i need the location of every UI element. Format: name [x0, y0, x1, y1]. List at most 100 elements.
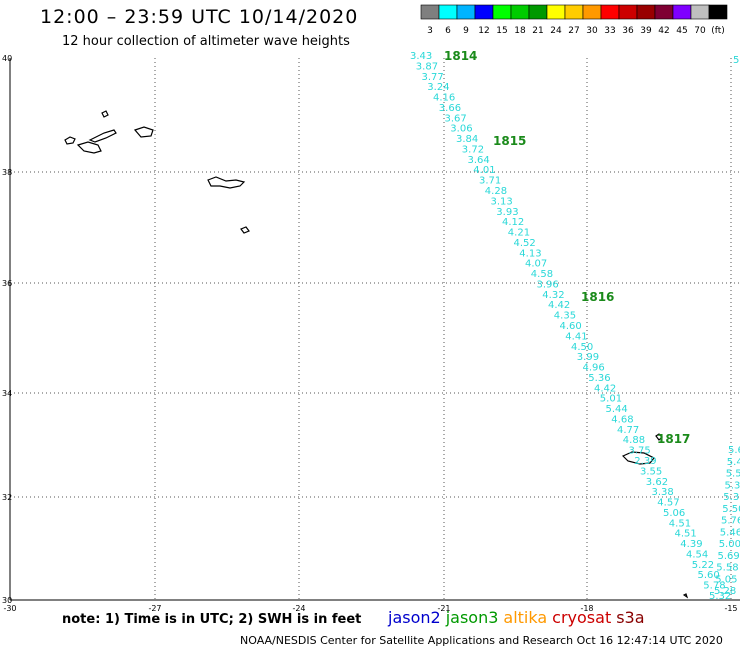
track-wave-height: 5.3: [723, 492, 739, 503]
track-wave-height: 4.50: [571, 342, 593, 353]
track-wave-height: 5.58: [716, 563, 738, 574]
track-wave-height: 3.66: [439, 103, 461, 114]
scale-label: 12: [478, 26, 489, 36]
satellite-legend-cryosat: cryosat: [552, 608, 612, 627]
track-wave-height: 3.71: [479, 176, 501, 187]
track-wave-height: 4.12: [502, 217, 524, 228]
scale-label: 30: [586, 26, 598, 36]
track-wave-height: 4.88: [623, 435, 645, 446]
latitude-label: 32: [2, 493, 12, 502]
track-wave-height: 3.06: [450, 124, 472, 135]
track-wave-height: 4.54: [686, 550, 708, 561]
satellite-legend-jason3: jason3: [445, 608, 499, 627]
longitude-label: -24: [292, 604, 305, 613]
track-wave-height: 3.38: [652, 487, 674, 498]
latitude-label: 36: [2, 279, 12, 288]
island-pico: [76, 141, 102, 154]
track-wave-height: 5.00: [719, 539, 740, 550]
track-wave-height: 4.01: [473, 165, 495, 176]
track-wave-height: 4.07: [525, 259, 547, 270]
track-wave-height: 4.16: [433, 93, 455, 104]
track-wave-height: 3.99: [577, 352, 599, 363]
track-wave-height: 4.41: [565, 331, 587, 342]
track-wave-height: 3.72: [462, 145, 484, 156]
altimeter-track-east: 5.65.45.55.35.35.505.765.465.005.695.585…: [714, 55, 740, 597]
track-wave-height: 5.76: [721, 516, 740, 527]
track-wave-height: 3.62: [646, 477, 668, 488]
scale-label: 33: [604, 26, 615, 36]
track-wave-height: 3.87: [416, 61, 438, 72]
credit-line: NOAA/NESDIS Center for Satellite Applica…: [240, 634, 723, 647]
track-wave-height: 5.36: [588, 373, 610, 384]
track-wave-height: 4.57: [657, 498, 679, 509]
track-wave-height: 4.42: [548, 300, 570, 311]
track-wave-height: 5.28: [714, 586, 736, 597]
track-wave-height: 4.58: [531, 269, 553, 280]
track-wave-height: 3.55: [640, 466, 662, 477]
scale-label: 42: [658, 26, 669, 36]
island-santa-maria: [240, 226, 250, 234]
track-wave-height: 3.67: [445, 113, 467, 124]
island-flores: [64, 136, 76, 145]
track-wave-height: 3.43: [410, 51, 432, 62]
scale-label: 3: [427, 26, 433, 36]
track-wave-height: 3.96: [537, 280, 559, 291]
scale-label: 24: [550, 26, 562, 36]
track-wave-height: 5.5: [726, 469, 740, 480]
island-porto-santo: [655, 433, 663, 441]
map-title: 12:00 – 23:59 UTC 10/14/2020: [40, 6, 359, 28]
island-madeira: [621, 451, 655, 465]
track-wave-height: 5.22: [692, 560, 714, 571]
track-wave-height: 4.51: [675, 529, 697, 540]
track-wave-height: 5.50: [722, 504, 740, 515]
track-wave-height: 5.05: [715, 574, 737, 585]
footer-note: note: 1) Time is in UTC; 2) SWH is in fe…: [62, 612, 362, 627]
scale-swatch: [708, 4, 728, 20]
track-wave-height: 3.64: [468, 155, 490, 166]
map-subtitle: 12 hour collection of altimeter wave hei…: [62, 34, 350, 49]
track-wave-height: 5.01: [600, 394, 622, 405]
longitude-label: -30: [3, 604, 16, 613]
track-wave-height: 5.60: [698, 570, 720, 581]
satellite-legend-altika: altika: [503, 608, 548, 627]
island-sao-jorge: [88, 129, 117, 143]
scale-label: 15: [496, 26, 507, 36]
longitude-label: -21: [437, 604, 450, 613]
latitude-label: 38: [2, 168, 12, 177]
altimeter-track: 3.433.873.773.244.163.663.673.063.843.72…: [410, 51, 731, 602]
track-wave-height: 4.13: [519, 248, 541, 259]
coastline: [64, 110, 689, 599]
longitude-label: -27: [148, 604, 161, 613]
track-time-label: 1816: [581, 290, 614, 304]
track-wave-height: 4.51: [669, 518, 691, 529]
scale-label: (ft): [711, 26, 725, 36]
track-wave-height: 5.78: [703, 581, 725, 592]
track-wave-height: 5.6: [733, 55, 740, 66]
scale-label: 45: [676, 26, 687, 36]
track-wave-height: 4.77: [617, 425, 639, 436]
track-wave-height: 5.3: [725, 480, 740, 491]
island-selvagens: [682, 593, 689, 599]
track-wave-height: 3.77: [422, 72, 444, 83]
track-wave-height: 5.4: [727, 457, 740, 468]
track-wave-height: 5.32: [709, 591, 731, 602]
track-wave-height: 4.68: [611, 415, 633, 426]
track-time-label: 1814: [444, 49, 477, 63]
track-wave-height: 4.35: [554, 311, 576, 322]
track-wave-height: 5.44: [606, 404, 628, 415]
track-wave-height: 2.39: [634, 456, 656, 467]
track-time-labels: 1814 1815 1816 1817: [444, 49, 690, 446]
scale-label: 36: [622, 26, 634, 36]
track-wave-height: 3.13: [491, 196, 513, 207]
scale-label: 39: [640, 26, 652, 36]
track-wave-height: 4.28: [485, 186, 507, 197]
track-wave-height: 4.21: [508, 228, 530, 239]
track-wave-height: 3.24: [427, 82, 449, 93]
track-wave-height: 5.06: [663, 508, 685, 519]
track-wave-height: 4.52: [514, 238, 536, 249]
track-time-label: 1815: [493, 134, 526, 148]
track-wave-height: 3.84: [456, 134, 478, 145]
track-time-label: 1817: [657, 432, 690, 446]
longitude-label: -15: [724, 604, 737, 613]
latitude-label: 40: [2, 54, 12, 63]
